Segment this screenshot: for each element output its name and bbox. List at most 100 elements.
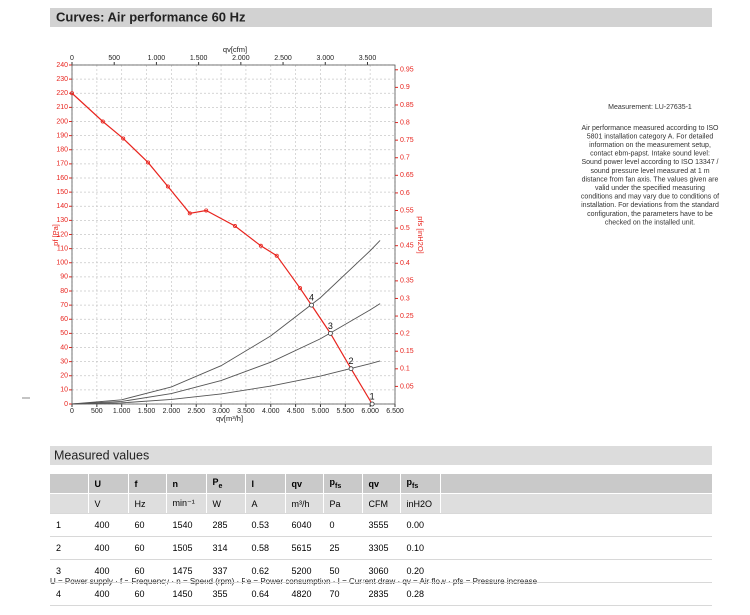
x-axis-label: qv[m³/h] [216, 414, 243, 423]
header-cell: I [244, 474, 285, 494]
x-tick-label: 4.000 [262, 408, 280, 415]
data-cell [439, 559, 712, 583]
y2-tick-label: 0.2 [400, 330, 410, 337]
y2-tick-label: 0.5 [400, 225, 410, 232]
y-tick-label: 160 [56, 175, 68, 182]
x2-tick-label: 0 [70, 55, 74, 62]
header-text: U [94, 478, 102, 489]
unit-cell: min⁻¹ [165, 493, 206, 514]
data-cell: 0.00 [399, 513, 440, 537]
y2-tick-label: 0.45 [400, 243, 414, 250]
data-row: 3 400 60 1475 337 0.62 5200 50 3060 0.20 [50, 559, 712, 583]
y-tick-label: 130 [56, 217, 68, 224]
header-cell [50, 474, 88, 494]
section-title: Measured values [54, 448, 149, 462]
x-tick-label: 3.000 [212, 408, 230, 415]
system-curve [71, 303, 381, 405]
header-cell: Pe [205, 474, 245, 494]
y-tick-label: 210 [56, 104, 68, 111]
data-cell: 1475 [165, 559, 206, 583]
unit-cell: Pa [322, 493, 362, 514]
header-text: f [134, 478, 138, 489]
data-row: 4 400 60 1450 355 0.64 4820 70 2835 0.28 [50, 582, 712, 606]
y-tick-label: 70 [60, 302, 68, 309]
x-tick-label: 5.000 [312, 408, 330, 415]
plot-frame [71, 64, 396, 405]
x-tick-label: 1.500 [138, 408, 156, 415]
operating-point [309, 302, 314, 308]
y-tick-label: 180 [56, 147, 68, 154]
data-cell: 60 [127, 536, 166, 560]
curve-point [258, 243, 263, 248]
info-line: configuration, the parameters have to be [587, 211, 713, 218]
data-cell [439, 536, 712, 560]
x2-tick-label: 3.500 [359, 55, 377, 62]
info-line: 5801 installation category A. For detail… [587, 133, 714, 140]
x-tick-label: 2.500 [187, 408, 205, 415]
data-cell: 400 [87, 582, 128, 606]
data-cell: 400 [87, 513, 128, 537]
curve-point [146, 160, 151, 165]
curve-point [121, 136, 126, 141]
header-text: qv [368, 478, 380, 489]
y2-axis-label: pfs [inH2O] [416, 216, 425, 254]
y-tick-label: 50 [60, 330, 68, 337]
x-tick-label: 6.000 [361, 408, 379, 415]
header-sub: e [218, 482, 223, 490]
y-tick-label: 170 [56, 161, 68, 168]
data-cell: 60 [127, 559, 166, 583]
x-tick-label: 0 [70, 408, 74, 415]
info-line: conditions and may vary due to condition… [581, 194, 719, 201]
y-axis-label: pf [Pa] [51, 224, 60, 246]
header-cell [439, 474, 712, 494]
header-cell: n [165, 474, 206, 494]
operating-point [369, 401, 375, 407]
x2-tick-label: 3.000 [317, 55, 335, 62]
y-tick-label: 20 [60, 373, 68, 380]
y-tick-label: 80 [60, 288, 68, 295]
x-tick-label: 1.000 [113, 408, 131, 415]
data-cell: 60 [127, 582, 166, 606]
system-curve [71, 360, 381, 405]
data-cell: 0.28 [399, 582, 440, 606]
data-cell: 400 [87, 536, 128, 560]
header-cell: pfs [399, 474, 440, 494]
info-line: contact ebm-papst. Intake sound level: [590, 151, 710, 158]
data-cell: 3555 [361, 513, 400, 537]
data-row: 2 400 60 1505 314 0.58 5615 25 3305 0.10 [50, 536, 712, 560]
y2-tick-label: 0.4 [400, 260, 410, 267]
section-bar [50, 446, 712, 465]
data-cell: 1 [50, 513, 88, 537]
header-cell: qv [361, 474, 400, 494]
header-sub: fs [412, 482, 419, 490]
data-cell [439, 582, 712, 606]
header-bar [50, 8, 712, 27]
curve-point [100, 119, 105, 124]
y2-tick-label: 0.25 [400, 313, 414, 320]
x-tick-label: 4.500 [287, 408, 305, 415]
header-text: n [172, 478, 179, 489]
operating-point-label: 1 [370, 391, 375, 401]
operating-point-label: 3 [328, 321, 333, 331]
header-cell: U [87, 474, 128, 494]
data-cell [439, 513, 712, 537]
operating-point-label: 4 [309, 293, 314, 303]
curve-point [204, 208, 209, 213]
info-line: information on the measurement setup, [589, 142, 711, 149]
y2-tick-label: 0.35 [400, 278, 414, 285]
x-tick-label: 500 [91, 408, 103, 415]
data-cell: 2835 [361, 582, 400, 606]
data-cell: 4 [50, 582, 88, 606]
data-cell: 1540 [165, 513, 206, 537]
header-cell: f [127, 474, 166, 494]
curve-point [70, 91, 75, 96]
y2-tick-label: 0.85 [400, 102, 414, 109]
unit-cell [50, 493, 88, 514]
info-line: Air performance measured according to IS… [582, 125, 720, 132]
header-text: p [406, 477, 413, 488]
